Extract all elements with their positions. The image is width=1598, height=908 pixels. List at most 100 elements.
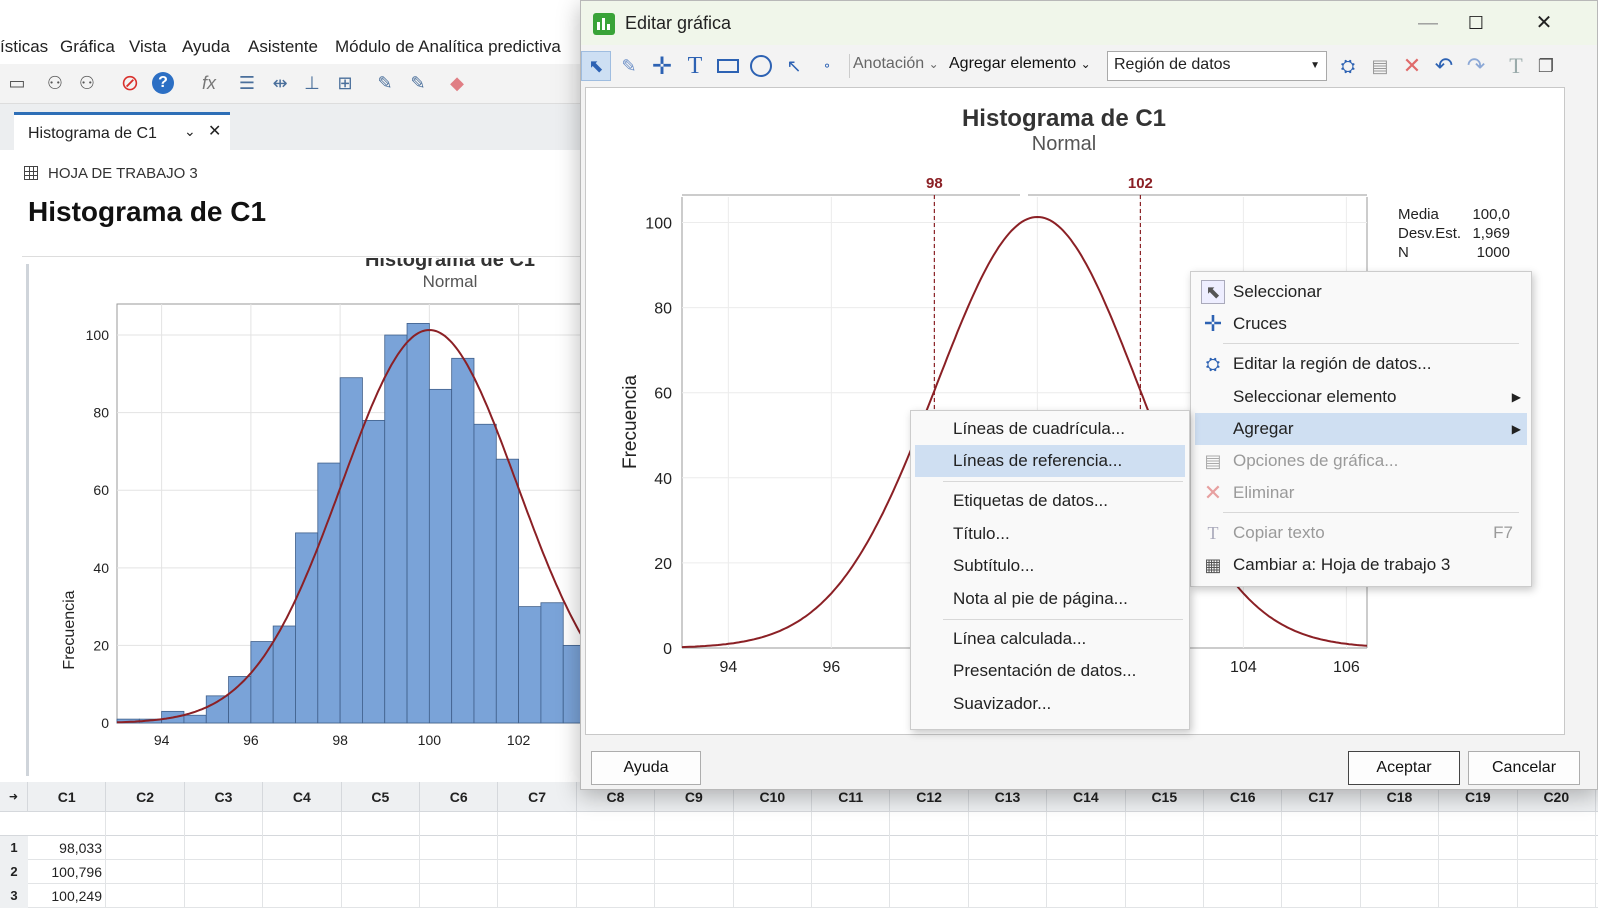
- submenu-item-gridlines[interactable]: Líneas de cuadrícula...: [953, 419, 1126, 438]
- submenu-item-calculated-line[interactable]: Línea calculada...: [953, 629, 1087, 648]
- row-number[interactable]: 1: [0, 836, 28, 860]
- redo-icon[interactable]: ↷: [1466, 53, 1486, 78]
- column-header-c17[interactable]: C17: [1282, 782, 1361, 812]
- submenu-item-smoother[interactable]: Suavizador...: [953, 694, 1052, 713]
- menu-item-editar-region[interactable]: ⛭ Editar la región de datos...: [1195, 348, 1527, 380]
- y-axis-label[interactable]: Frecuencia: [620, 375, 641, 469]
- column-header-c3[interactable]: C3: [185, 782, 264, 812]
- tab-histograma[interactable]: Histograma de C1 ⌄ ✕: [14, 112, 230, 150]
- stat-value-n: 1000: [1477, 244, 1510, 261]
- rectangle-icon[interactable]: [713, 51, 743, 81]
- menu-estadisticas[interactable]: ísticas: [0, 37, 49, 56]
- options-icon[interactable]: ▤: [1371, 55, 1389, 76]
- ok-button[interactable]: Aceptar: [1348, 751, 1460, 785]
- row-number[interactable]: 3: [0, 884, 28, 908]
- distribute-icon[interactable]: ⊥: [304, 72, 320, 93]
- fx-icon[interactable]: fx: [201, 72, 216, 93]
- cell-c1[interactable]: 98,033: [59, 840, 102, 856]
- menu-item-agregar[interactable]: Agregar ▶: [1195, 413, 1527, 445]
- brush-icon[interactable]: ✎: [621, 55, 637, 76]
- point-icon[interactable]: ⚬: [821, 59, 833, 73]
- column-header-c15[interactable]: C15: [1126, 782, 1204, 812]
- crosshair-icon[interactable]: ✛: [651, 52, 673, 80]
- align-icon[interactable]: ⇹: [272, 72, 288, 93]
- eraser-icon[interactable]: ◆: [450, 72, 464, 93]
- menu-vista[interactable]: Vista: [129, 37, 167, 56]
- column-header-c18[interactable]: C18: [1361, 782, 1440, 812]
- annotation-dropdown[interactable]: Anotación ⌄: [853, 55, 939, 72]
- cell-c1[interactable]: 100,249: [51, 888, 102, 904]
- column-header-c20[interactable]: C20: [1518, 782, 1596, 812]
- menu-item-opciones-grafica[interactable]: ▤ Opciones de gráfica...: [1195, 445, 1527, 477]
- binoculars-icon[interactable]: ⚇: [46, 72, 64, 93]
- column-header-c14[interactable]: C14: [1047, 782, 1126, 812]
- copy-text-icon[interactable]: T: [1509, 53, 1523, 78]
- column-header-c11[interactable]: C11: [812, 782, 891, 812]
- edit-region-icon[interactable]: ⛭: [1340, 55, 1356, 76]
- row-number[interactable]: 2: [0, 860, 28, 884]
- brush-icon[interactable]: ✎: [377, 72, 393, 93]
- brush-alt-icon[interactable]: ✎: [410, 72, 426, 93]
- cancel-button[interactable]: Cancelar: [1468, 751, 1580, 785]
- column-header-c10[interactable]: C10: [734, 782, 812, 812]
- menu-ayuda[interactable]: Ayuda: [182, 37, 230, 56]
- column-header-c4[interactable]: C4: [263, 782, 342, 812]
- column-header-c12[interactable]: C12: [890, 782, 969, 812]
- window-icon[interactable]: ▭: [8, 72, 26, 93]
- column-header-c2[interactable]: C2: [106, 782, 185, 812]
- delete-icon: ✕: [1203, 480, 1223, 505]
- chevron-down-icon[interactable]: ⌄: [184, 123, 196, 139]
- menu-item-copiar-texto[interactable]: T Copiar texto F7: [1195, 517, 1527, 549]
- column-header-c13[interactable]: C13: [969, 782, 1048, 812]
- menu-item-cruces[interactable]: ✛ Cruces: [1195, 308, 1527, 340]
- undo-icon[interactable]: ↶: [1434, 53, 1454, 78]
- stop-icon[interactable]: ⊘: [120, 70, 140, 95]
- canvas-scrollbar[interactable]: [1565, 87, 1595, 735]
- column-header-c5[interactable]: C5: [342, 782, 420, 812]
- submenu-item-reference-lines[interactable]: Líneas de referencia...: [915, 445, 1185, 477]
- text-icon[interactable]: T: [687, 52, 703, 79]
- binoculars-next-icon[interactable]: ⚇: [78, 72, 96, 93]
- menu-item-seleccionar[interactable]: ⬉ Seleccionar: [1195, 276, 1527, 308]
- submenu-item-title[interactable]: Título...: [953, 524, 1010, 543]
- reference-line-label[interactable]: 102: [1128, 175, 1153, 192]
- minimize-icon[interactable]: —: [1418, 12, 1438, 34]
- menu-modulo-analitica[interactable]: Módulo de Analítica predictiva: [335, 37, 561, 56]
- submenu-item-footnote[interactable]: Nota al pie de página...: [953, 589, 1128, 608]
- select-icon[interactable]: ⬉: [581, 51, 611, 81]
- arrow-icon[interactable]: ↖: [786, 55, 802, 76]
- delete-icon[interactable]: ✕: [1402, 53, 1422, 78]
- close-icon[interactable]: ✕: [1535, 12, 1553, 34]
- menu-item-seleccionar-elemento[interactable]: Seleccionar elemento ▶: [1195, 381, 1527, 413]
- ellipse-icon[interactable]: [746, 51, 776, 81]
- menu-item-eliminar[interactable]: ✕ Eliminar: [1195, 477, 1527, 509]
- submenu-item-data-display[interactable]: Presentación de datos...: [953, 661, 1137, 680]
- column-header-c7[interactable]: C7: [498, 782, 577, 812]
- add-element-dropdown[interactable]: Agregar elemento ⌄: [949, 55, 1091, 72]
- column-header-c19[interactable]: C19: [1439, 782, 1518, 812]
- reference-line-label[interactable]: 98: [926, 175, 943, 192]
- menu-item-cambiar-hoja[interactable]: ▦ Cambiar a: Hoja de trabajo 3: [1195, 549, 1527, 581]
- grid-corner[interactable]: ➜: [0, 782, 28, 812]
- region-select[interactable]: Región de datos ▼: [1107, 51, 1327, 81]
- help-button[interactable]: Ayuda: [591, 751, 701, 785]
- menu-asistente[interactable]: Asistente: [248, 37, 318, 56]
- menu-grafica[interactable]: Gráfica: [60, 37, 115, 56]
- normal-fit-curve[interactable]: [681, 215, 1368, 649]
- cell-c1[interactable]: 100,796: [51, 864, 102, 880]
- column-header-c9[interactable]: C9: [655, 782, 734, 812]
- column-header-c6[interactable]: C6: [420, 782, 499, 812]
- group-icon[interactable]: ⊞: [337, 72, 353, 93]
- chart-title[interactable]: Histograma de C1: [962, 105, 1166, 132]
- switch-icon[interactable]: ❐: [1537, 55, 1555, 76]
- column-header-c16[interactable]: C16: [1204, 782, 1283, 812]
- column-header-c1[interactable]: C1: [28, 782, 107, 812]
- column-header-c8[interactable]: C8: [577, 782, 656, 812]
- help-icon[interactable]: ?: [150, 70, 176, 96]
- chart-subtitle[interactable]: Normal: [1032, 133, 1096, 155]
- maximize-icon[interactable]: ☐: [1467, 13, 1485, 33]
- close-icon[interactable]: ✕: [208, 123, 222, 140]
- submenu-item-subtitle[interactable]: Subtítulo...: [953, 556, 1035, 575]
- submenu-item-data-labels[interactable]: Etiquetas de datos...: [953, 491, 1108, 510]
- layout-icon[interactable]: ☰: [238, 72, 256, 93]
